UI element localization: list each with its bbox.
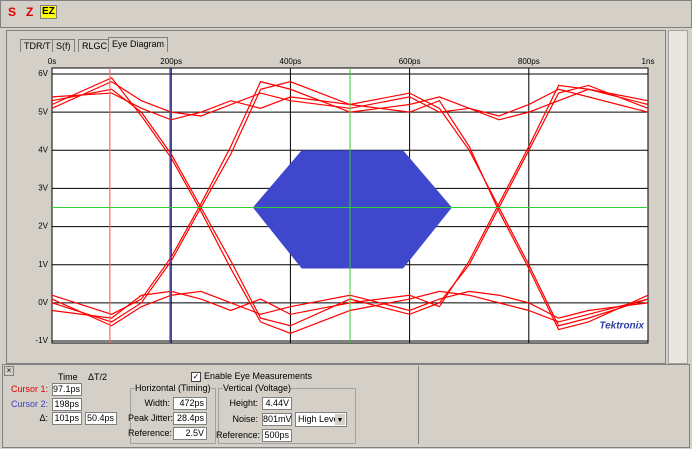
field: 28.4ps xyxy=(173,412,207,425)
label: Height: xyxy=(216,397,258,409)
x-tick-label: 0s xyxy=(48,57,56,66)
label: Cursor 1: xyxy=(0,383,48,395)
y-tick-label: 1V xyxy=(38,260,48,269)
checkbox[interactable]: ✓ xyxy=(191,372,201,382)
eye-diagram: 6V 5V 4V 3V 2V 1V 0V -1V 0s 200ps 400ps 600ps 800ps 1… xyxy=(0,0,692,365)
close-button[interactable]: × xyxy=(4,366,14,376)
y-tick-label: 5V xyxy=(38,107,48,116)
x-tick-label: 600ps xyxy=(399,57,421,66)
y-tick-label: -1V xyxy=(36,336,49,345)
field: 50.4ps xyxy=(85,412,117,425)
label: Peak Jitter: xyxy=(128,412,170,424)
header: Time xyxy=(58,371,78,383)
group-title: Horizontal (Timing) xyxy=(135,382,211,394)
checkbox-label[interactable]: Enable Eye Measurements xyxy=(204,370,312,382)
y-tick-label: 4V xyxy=(38,145,48,154)
header: ΔT/2 xyxy=(88,371,107,383)
label: Noise: xyxy=(216,413,258,425)
field: 2.5V xyxy=(173,427,207,440)
dropdown[interactable]: High Level▼ xyxy=(295,412,347,427)
field: 101ps xyxy=(52,412,82,425)
field: 97.1ps xyxy=(52,383,82,396)
field: 500ps xyxy=(262,429,292,442)
field: 801mV xyxy=(262,413,292,426)
x-tick-label: 200ps xyxy=(160,57,182,66)
label: Δ: xyxy=(0,412,48,424)
label: Reference: xyxy=(216,429,258,441)
y-tick-label: 0V xyxy=(38,298,48,307)
label: Cursor 2: xyxy=(0,398,48,410)
label: Width: xyxy=(130,397,170,409)
separator xyxy=(418,366,419,444)
x-tick-label: 800ps xyxy=(518,57,540,66)
field: 198ps xyxy=(52,398,82,411)
y-tick-label: 6V xyxy=(38,69,48,78)
y-tick-label: 2V xyxy=(38,222,48,231)
x-tick-label: 400ps xyxy=(280,57,302,66)
field: 4.44V xyxy=(262,397,292,410)
x-tick-label: 1ns xyxy=(642,57,655,66)
group-title: Vertical (Voltage) xyxy=(223,382,291,394)
logo: Tektronix xyxy=(599,321,644,332)
label: Reference: xyxy=(128,427,170,439)
field: 472ps xyxy=(173,397,207,410)
y-tick-label: 3V xyxy=(38,184,48,193)
